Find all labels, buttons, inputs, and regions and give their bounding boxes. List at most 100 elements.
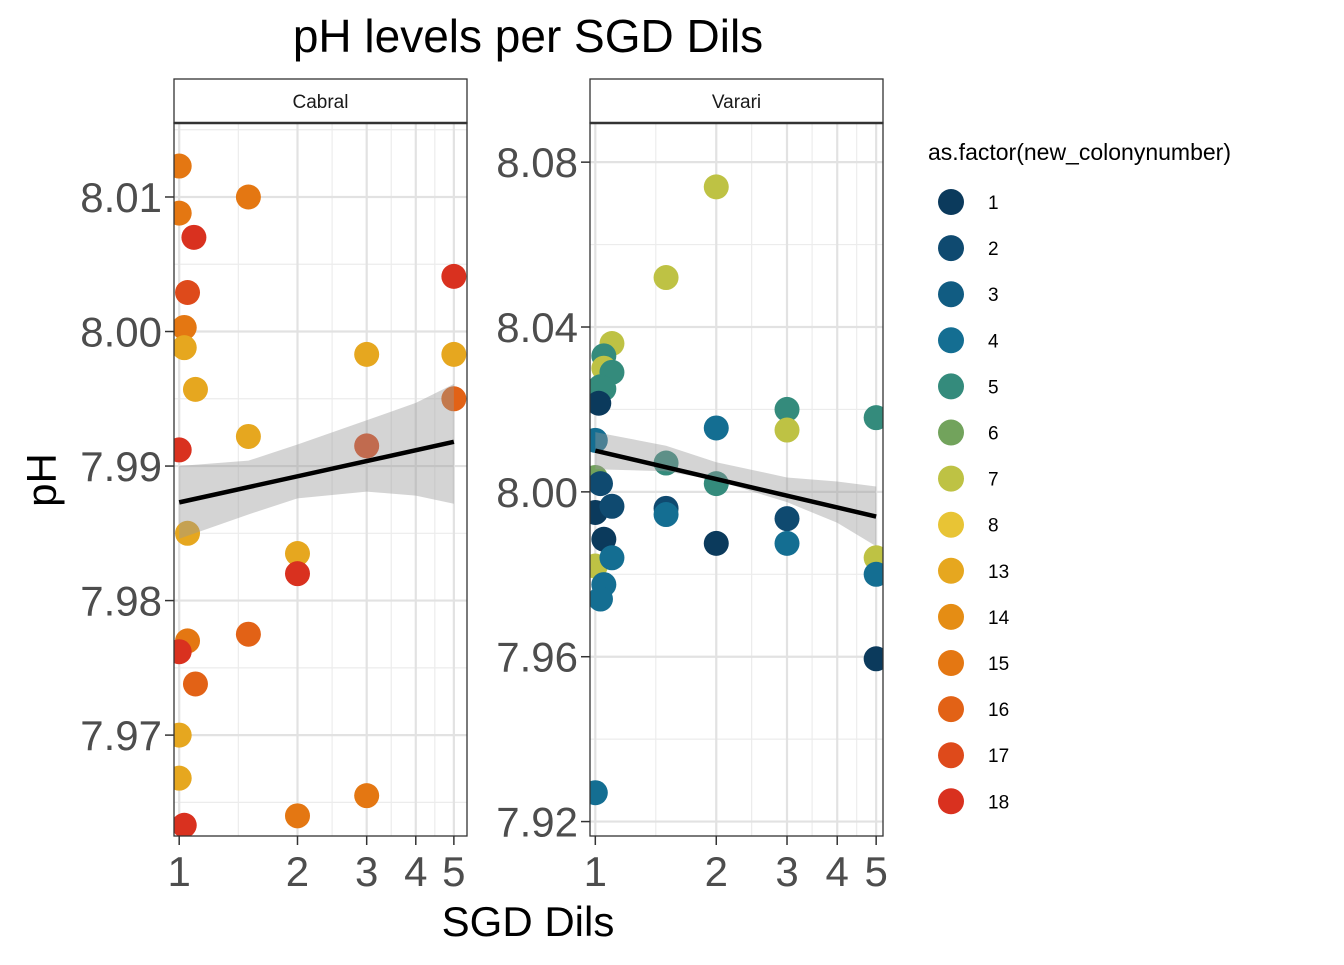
confidence-band xyxy=(595,432,877,547)
legend-label: 7 xyxy=(988,470,999,491)
trend-line xyxy=(178,439,455,505)
data-point xyxy=(174,722,192,748)
y-tick-label: 8.04 xyxy=(496,304,578,351)
data-point xyxy=(703,174,729,200)
data-point xyxy=(599,545,625,571)
legend-label: 8 xyxy=(988,516,999,537)
data-point xyxy=(174,639,192,665)
legend-swatch xyxy=(938,373,964,400)
y-tick-label: 8.00 xyxy=(80,309,162,356)
legend-item: 17 xyxy=(938,742,1009,769)
y-tick-label: 7.97 xyxy=(80,712,162,759)
data-point xyxy=(174,765,192,791)
legend-swatch xyxy=(938,650,964,676)
legend-entries: 1 2 3 4 5 6 7 8 13 14 15 16 17 18 xyxy=(938,189,1010,815)
legend-label: 14 xyxy=(988,608,1010,629)
data-point xyxy=(863,561,883,587)
data-point xyxy=(284,540,310,566)
data-point xyxy=(174,153,192,179)
legend-item: 3 xyxy=(938,281,999,308)
legend-swatch xyxy=(938,557,964,584)
y-axis-label: pH xyxy=(18,453,65,507)
legend-swatch xyxy=(938,327,964,354)
data-point xyxy=(354,433,380,459)
data-point xyxy=(284,561,310,587)
y-tick-label: 7.98 xyxy=(80,578,162,625)
data-point xyxy=(181,224,207,250)
legend-label: 18 xyxy=(988,792,1009,813)
legend-label: 3 xyxy=(988,285,999,306)
legend-label: 15 xyxy=(988,654,1009,675)
panel-grid xyxy=(174,123,467,836)
legend-label: 4 xyxy=(988,331,999,352)
legend-title: as.factor(new_colonynumber) xyxy=(928,139,1231,165)
data-point xyxy=(703,415,729,441)
legend-label: 16 xyxy=(988,700,1009,721)
legend-item: 5 xyxy=(938,373,999,400)
y-tick-label: 7.92 xyxy=(496,799,578,846)
x-tick-label: 4 xyxy=(826,848,849,895)
x-tick-label: 5 xyxy=(442,848,465,895)
y-tick-label: 8.01 xyxy=(80,174,162,221)
data-point xyxy=(235,621,261,647)
x-tick-label: 2 xyxy=(286,848,309,895)
data-point xyxy=(590,471,613,497)
data-point xyxy=(284,803,310,829)
legend-swatch xyxy=(938,189,964,215)
data-point xyxy=(653,265,679,291)
chart-title: pH levels per SGD Dils xyxy=(293,10,763,62)
legend: as.factor(new_colonynumber) 1 2 3 4 5 6 7 8 13 14… xyxy=(928,139,1231,815)
legend-item: 15 xyxy=(938,650,1009,676)
data-point xyxy=(774,396,800,422)
y-tick-label: 7.96 xyxy=(496,634,578,681)
data-point xyxy=(235,423,261,449)
legend-swatch xyxy=(938,281,964,308)
legend-item: 2 xyxy=(938,235,999,262)
legend-item: 7 xyxy=(938,465,999,492)
legend-swatch xyxy=(938,511,964,538)
legend-label: 1 xyxy=(988,193,999,214)
panel-varari: Varari 7.92 7.96 8.00 8.04 8.08 1 2 3 4 5 xyxy=(496,78,888,895)
data-point xyxy=(174,335,197,361)
data-point xyxy=(703,530,729,556)
legend-swatch xyxy=(938,235,964,262)
legend-item: 13 xyxy=(938,557,1009,584)
legend-swatch xyxy=(938,788,964,815)
x-tick-label: 4 xyxy=(404,848,427,895)
data-point xyxy=(235,184,261,210)
panel-cabral: Cabral 7.97 7.98 7.99 8.00 8.01 1 2 3 4 5 xyxy=(80,78,468,895)
y-tick-label: 8.08 xyxy=(496,139,578,186)
legend-swatch xyxy=(938,465,964,492)
data-point xyxy=(863,646,883,672)
data-point xyxy=(174,200,192,226)
data-point xyxy=(441,386,467,412)
x-tick-label: 1 xyxy=(584,848,607,895)
strip-box xyxy=(173,78,468,124)
legend-swatch xyxy=(938,696,964,723)
confidence-band xyxy=(179,383,454,539)
data-point xyxy=(774,417,800,443)
data-point xyxy=(182,671,208,697)
legend-label: 6 xyxy=(988,424,999,445)
data-point xyxy=(774,506,800,532)
data-point xyxy=(175,520,201,546)
strip-label: Varari xyxy=(712,92,761,113)
data-point xyxy=(174,812,197,836)
data-point xyxy=(354,783,380,809)
trend-line xyxy=(594,448,877,519)
data-point xyxy=(863,405,883,431)
panel-points xyxy=(590,174,883,806)
y-tick-label: 8.00 xyxy=(496,469,578,516)
data-point xyxy=(590,780,608,806)
panel-points xyxy=(174,153,467,836)
data-point xyxy=(590,390,612,416)
strip-box xyxy=(589,78,884,124)
legend-swatch xyxy=(938,742,964,769)
legend-swatch xyxy=(938,603,964,630)
data-point xyxy=(599,493,625,519)
data-point xyxy=(441,263,467,289)
legend-item: 4 xyxy=(938,327,999,354)
data-point xyxy=(354,341,380,367)
data-point xyxy=(774,530,800,556)
